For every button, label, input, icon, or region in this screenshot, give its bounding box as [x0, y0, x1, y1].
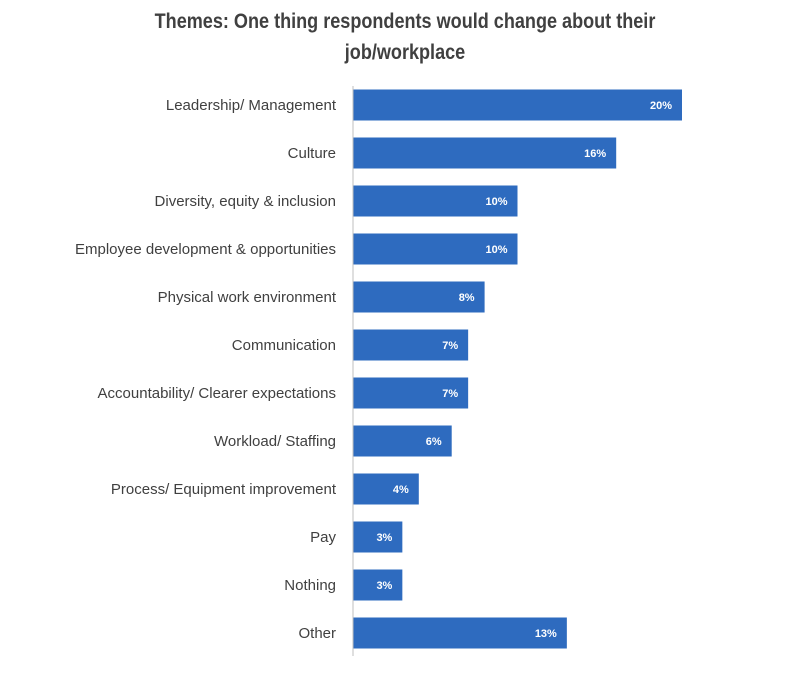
chart-title-line-1: Themes: One thing respondents would chan…	[154, 10, 656, 33]
bar-0	[353, 89, 682, 121]
bar-7	[353, 425, 452, 457]
bar-4	[353, 281, 485, 313]
chart-title-line-2: job/workplace	[344, 41, 466, 64]
bar-8	[353, 473, 419, 505]
data-label-6: 7%	[442, 388, 458, 400]
data-label-2: 10%	[485, 196, 507, 208]
bar-9	[353, 521, 403, 553]
data-label-11: 13%	[535, 628, 557, 640]
category-label-3: Employee development & opportunities	[75, 241, 336, 258]
data-label-4: 8%	[459, 292, 475, 304]
category-label-9: Pay	[310, 529, 336, 546]
category-label-5: Communication	[232, 337, 336, 354]
bar-5	[353, 329, 469, 361]
data-label-5: 7%	[442, 340, 458, 352]
category-label-0: Leadership/ Management	[166, 97, 337, 114]
category-label-1: Culture	[288, 145, 336, 162]
category-label-8: Process/ Equipment improvement	[111, 481, 337, 498]
data-label-3: 10%	[485, 244, 507, 256]
category-label-2: Diversity, equity & inclusion	[155, 193, 336, 210]
bar-2	[353, 185, 518, 217]
data-label-1: 16%	[584, 148, 606, 160]
data-label-9: 3%	[376, 532, 392, 544]
data-label-8: 4%	[393, 484, 409, 496]
data-label-10: 3%	[376, 580, 392, 592]
data-label-7: 6%	[426, 436, 442, 448]
category-label-4: Physical work environment	[158, 289, 337, 306]
bar-10	[353, 569, 403, 601]
bar-3	[353, 233, 518, 265]
category-label-6: Accountability/ Clearer expectations	[98, 385, 336, 402]
category-label-11: Other	[298, 625, 336, 642]
bar-11	[353, 617, 567, 649]
category-label-10: Nothing	[284, 577, 336, 594]
category-label-7: Workload/ Staffing	[214, 433, 336, 450]
bar-1	[353, 137, 617, 169]
chart-title: Themes: One thing respondents would chan…	[57, 6, 754, 68]
data-label-0: 20%	[650, 100, 672, 112]
bar-6	[353, 377, 469, 409]
